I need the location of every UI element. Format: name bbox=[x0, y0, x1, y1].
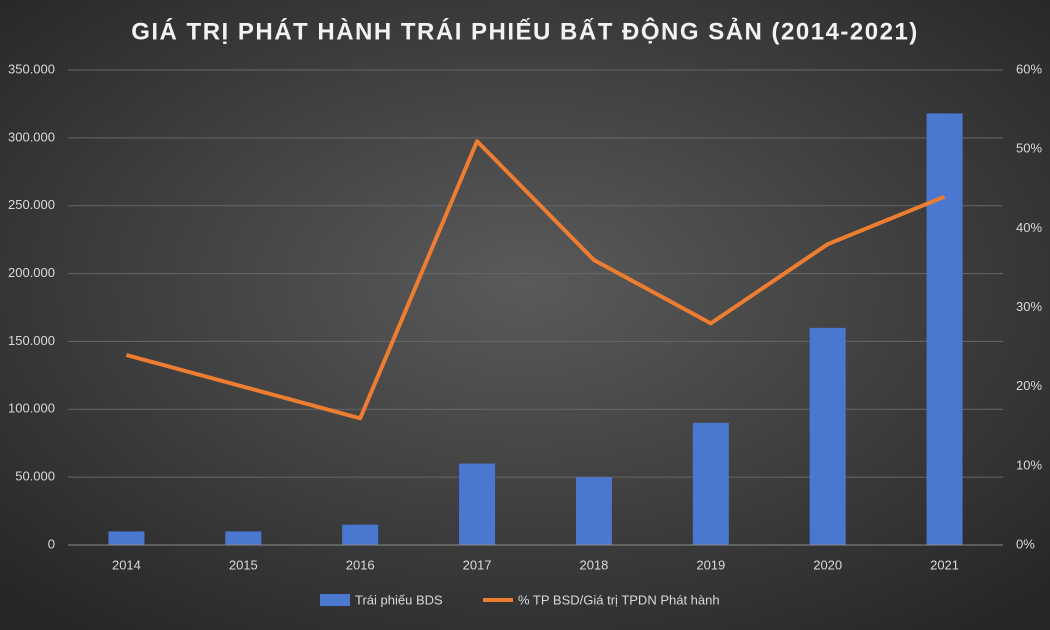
y-tick-label: 50.000 bbox=[15, 469, 55, 484]
x-tick-label: 2016 bbox=[346, 557, 375, 572]
x-tick-label: 2015 bbox=[229, 557, 258, 572]
bar bbox=[459, 463, 496, 545]
line bbox=[125, 139, 946, 421]
y2-tick-label: 40% bbox=[1016, 220, 1042, 235]
x-tick-label: 2017 bbox=[463, 557, 492, 572]
bar bbox=[575, 477, 612, 545]
bar bbox=[926, 113, 963, 545]
x-tick-label: 2014 bbox=[112, 557, 141, 572]
y-tick-label: 350.000 bbox=[8, 61, 55, 76]
y-tick-label: 150.000 bbox=[8, 333, 55, 348]
bar bbox=[108, 531, 145, 545]
x-tick-label: 2019 bbox=[696, 557, 725, 572]
bar bbox=[342, 524, 379, 545]
y-tick-label: 300.000 bbox=[8, 129, 55, 144]
y2-tick-label: 60% bbox=[1016, 61, 1042, 76]
y2-tick-label: 30% bbox=[1016, 299, 1042, 314]
x-tick-label: 2018 bbox=[579, 557, 608, 572]
legend-label: % TP BSD/Giá trị TPDN Phát hành bbox=[518, 592, 720, 607]
y2-tick-label: 50% bbox=[1016, 141, 1042, 156]
x-tick-label: 2020 bbox=[813, 557, 842, 572]
chart-title: GIÁ TRỊ PHÁT HÀNH TRÁI PHIẾU BẤT ĐỘNG SẢ… bbox=[131, 16, 919, 45]
legend-swatch bbox=[320, 594, 350, 606]
y2-tick-label: 10% bbox=[1016, 457, 1042, 472]
y2-tick-label: 20% bbox=[1016, 378, 1042, 393]
bar bbox=[692, 422, 729, 545]
y2-tick-label: 0% bbox=[1016, 536, 1035, 551]
y-tick-label: 200.000 bbox=[8, 265, 55, 280]
y-tick-label: 100.000 bbox=[8, 401, 55, 416]
y-tick-label: 0 bbox=[48, 536, 55, 551]
y-tick-label: 250.000 bbox=[8, 197, 55, 212]
legend-label: Trái phiếu BDS bbox=[355, 592, 443, 607]
bar bbox=[809, 327, 846, 545]
x-tick-label: 2021 bbox=[930, 557, 959, 572]
bar bbox=[225, 531, 262, 545]
